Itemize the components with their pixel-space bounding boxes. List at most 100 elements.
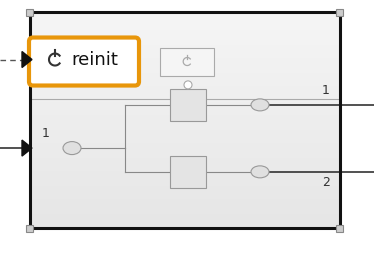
- Bar: [30, 103, 340, 105]
- Bar: [30, 183, 340, 185]
- Bar: [30, 40, 340, 42]
- Bar: [30, 126, 340, 129]
- Bar: [30, 62, 340, 64]
- Bar: [30, 55, 340, 57]
- Bar: [30, 79, 340, 81]
- Bar: [30, 157, 340, 159]
- Bar: [30, 90, 340, 92]
- Bar: [30, 85, 340, 88]
- Bar: [30, 161, 340, 163]
- Bar: [30, 12, 340, 14]
- Bar: [30, 133, 340, 135]
- Bar: [30, 14, 340, 16]
- Bar: [30, 163, 340, 165]
- Bar: [30, 213, 340, 215]
- Bar: [30, 148, 340, 150]
- Bar: [30, 226, 340, 228]
- Bar: [30, 107, 340, 109]
- Bar: [30, 44, 340, 46]
- Ellipse shape: [63, 141, 81, 155]
- Bar: [30, 137, 340, 139]
- Bar: [30, 196, 340, 198]
- Bar: [30, 27, 340, 29]
- Bar: [30, 170, 340, 172]
- Bar: [30, 131, 340, 133]
- Bar: [30, 70, 340, 72]
- Bar: [30, 105, 340, 107]
- Bar: [30, 59, 340, 62]
- Bar: [30, 155, 340, 157]
- Bar: [30, 98, 340, 101]
- Bar: [30, 51, 340, 53]
- Bar: [30, 49, 340, 51]
- Bar: [30, 68, 340, 70]
- FancyBboxPatch shape: [29, 38, 139, 86]
- Bar: [337, 225, 343, 231]
- Bar: [30, 198, 340, 200]
- Bar: [30, 31, 340, 34]
- Bar: [30, 64, 340, 66]
- Bar: [30, 204, 340, 207]
- Bar: [30, 178, 340, 181]
- Bar: [30, 217, 340, 219]
- Bar: [27, 8, 34, 15]
- Bar: [30, 174, 340, 176]
- Bar: [30, 209, 340, 211]
- Polygon shape: [22, 140, 32, 156]
- Text: 2: 2: [322, 176, 330, 189]
- Bar: [30, 16, 340, 19]
- Bar: [30, 194, 340, 196]
- Bar: [30, 122, 340, 124]
- Bar: [30, 116, 340, 118]
- Bar: [30, 111, 340, 114]
- Bar: [30, 66, 340, 68]
- Bar: [337, 8, 343, 15]
- Bar: [30, 46, 340, 49]
- Bar: [30, 181, 340, 183]
- Bar: [30, 185, 340, 187]
- Bar: [30, 191, 340, 194]
- Bar: [30, 168, 340, 170]
- Bar: [170, 89, 206, 121]
- Bar: [30, 38, 340, 40]
- Ellipse shape: [251, 166, 269, 178]
- Text: 1: 1: [322, 84, 330, 97]
- Bar: [30, 172, 340, 174]
- Bar: [170, 156, 206, 188]
- Bar: [30, 165, 340, 168]
- Bar: [30, 129, 340, 131]
- Bar: [30, 25, 340, 27]
- Bar: [30, 109, 340, 111]
- Bar: [160, 47, 214, 75]
- Bar: [30, 120, 340, 122]
- Bar: [30, 92, 340, 94]
- Bar: [27, 225, 34, 231]
- Bar: [30, 36, 340, 38]
- Bar: [30, 141, 340, 144]
- Bar: [30, 135, 340, 137]
- Bar: [30, 21, 340, 23]
- Bar: [30, 202, 340, 204]
- Bar: [30, 215, 340, 217]
- Text: 1: 1: [42, 127, 50, 140]
- Bar: [30, 139, 340, 141]
- Bar: [30, 83, 340, 85]
- Bar: [30, 189, 340, 191]
- Bar: [30, 159, 340, 161]
- Bar: [30, 207, 340, 209]
- Bar: [30, 88, 340, 90]
- Bar: [30, 187, 340, 189]
- Bar: [30, 114, 340, 116]
- Bar: [30, 150, 340, 152]
- Text: reinit: reinit: [71, 51, 118, 69]
- Bar: [30, 146, 340, 148]
- Bar: [30, 152, 340, 155]
- Circle shape: [184, 81, 192, 89]
- Bar: [30, 53, 340, 55]
- Bar: [30, 96, 340, 98]
- Bar: [30, 77, 340, 79]
- Bar: [30, 42, 340, 44]
- Polygon shape: [22, 52, 32, 68]
- Bar: [30, 224, 340, 226]
- Bar: [30, 211, 340, 213]
